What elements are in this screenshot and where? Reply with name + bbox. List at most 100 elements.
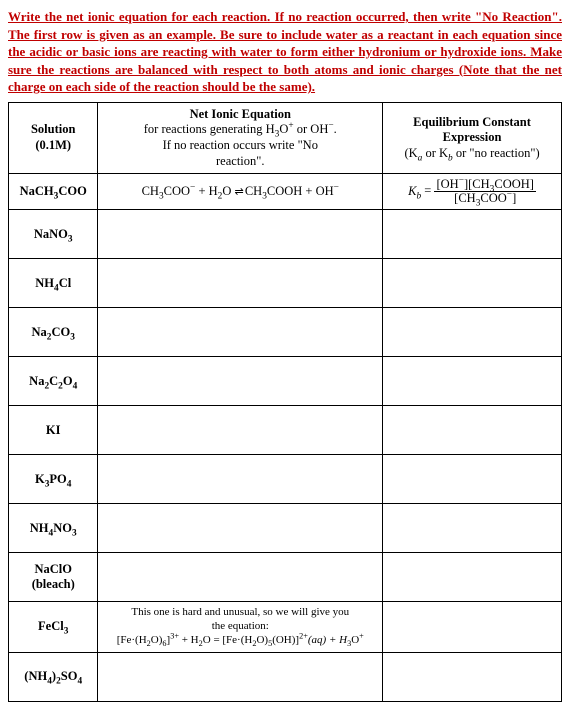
table-row: Na2C2O4: [9, 357, 562, 406]
cell-expression: [383, 652, 562, 701]
s: 4: [77, 676, 82, 686]
cell-solution: Na2CO3: [9, 308, 98, 357]
cell-equation: [98, 210, 383, 259]
t: O: [222, 184, 234, 198]
hdr-ex-l2: Expression: [443, 130, 502, 144]
t: COOH + OH: [267, 184, 334, 198]
t: NaCH: [20, 184, 54, 198]
cell-equation-example: CH3COO− + H2O ⇌ CH3COOH + OH−: [98, 174, 383, 210]
s: 4: [73, 381, 78, 391]
t: O = [Fe·(H: [203, 634, 253, 646]
cell-solution: (NH4)2SO4: [9, 652, 98, 701]
cell-expression: [383, 602, 562, 652]
header-equation: Net Ionic Equation for reactions generat…: [98, 102, 383, 174]
cell-solution: NH4Cl: [9, 259, 98, 308]
t: CH: [142, 184, 159, 198]
table-row: NH4Cl: [9, 259, 562, 308]
header-solution: Solution (0.1M): [9, 102, 98, 174]
cell-equation: [98, 553, 383, 602]
t: [OH: [436, 177, 458, 191]
table-row: K3PO4: [9, 455, 562, 504]
hdr-eq-l1: Net Ionic Equation: [190, 107, 291, 121]
s: 3: [64, 627, 69, 637]
t: (NH: [24, 669, 47, 683]
t: NaNO: [34, 227, 68, 241]
hdr-ex-l1: Equilibrium Constant: [413, 115, 531, 129]
instructions-text: Write the net ionic equation for each re…: [8, 8, 562, 96]
cell-expression: [383, 406, 562, 455]
cell-equation: [98, 308, 383, 357]
t: the equation:: [212, 620, 269, 632]
t: Na: [29, 374, 44, 388]
s: +: [359, 631, 364, 640]
cell-expression: [383, 504, 562, 553]
t: Na: [32, 325, 47, 339]
hdr-ex-l3a: (K: [404, 146, 417, 160]
t: NO: [53, 521, 72, 535]
t: O: [351, 634, 359, 646]
table-row: FeCl3 This one is hard and unusual, so w…: [9, 602, 562, 652]
cell-equation: [98, 406, 383, 455]
t: [Fe·(H: [117, 634, 147, 646]
cell-expression-example: Kb = [OH−][CH3COOH] [CH3COO−]: [383, 174, 562, 210]
fraction-den: [CH3COO−]: [434, 192, 535, 205]
hdr-ex-l3b: or K: [422, 146, 448, 160]
cell-solution: Na2C2O4: [9, 357, 98, 406]
t: (aq) + H: [308, 634, 347, 646]
cell-equation: [98, 652, 383, 701]
t: This one is hard and unusual, so we will…: [131, 606, 349, 618]
t: O): [151, 634, 163, 646]
t: C: [49, 374, 58, 388]
t: + H: [179, 634, 199, 646]
hdr-sol-l2: (0.1M): [35, 138, 71, 152]
t: Cl: [59, 276, 72, 290]
hdr-ex-l3c: or "no reaction"): [453, 146, 540, 160]
t: COOH]: [494, 177, 534, 191]
cell-solution: KI: [9, 406, 98, 455]
s: 3: [72, 528, 77, 538]
hdr-eq-l2b: O: [279, 122, 288, 136]
s: 3+: [170, 631, 179, 640]
t: FeCl: [38, 619, 64, 633]
t: O): [256, 634, 268, 646]
cell-expression: [383, 210, 562, 259]
s: 4: [67, 479, 72, 489]
cell-equation: [98, 455, 383, 504]
fraction: [OH−][CH3COOH] [CH3COO−]: [434, 178, 535, 205]
cell-expression: [383, 553, 562, 602]
t: ]: [512, 191, 516, 205]
hdr-eq-l2a: for reactions generating H: [144, 122, 275, 136]
table-row: (NH4)2SO4: [9, 652, 562, 701]
cell-expression: [383, 259, 562, 308]
cell-expression: [383, 357, 562, 406]
t: NH: [30, 521, 49, 535]
hdr-eq-l3: If no reaction occurs write "No: [163, 138, 318, 152]
t: (OH)]: [272, 634, 299, 646]
t: K: [35, 472, 45, 486]
t: CH: [242, 184, 263, 198]
cell-expression: [383, 455, 562, 504]
hdr-sol-l1: Solution: [31, 122, 75, 136]
reaction-table: Solution (0.1M) Net Ionic Equation for r…: [8, 102, 562, 702]
t: [CH: [454, 191, 476, 205]
t: COO: [480, 191, 506, 205]
t: + H: [195, 184, 217, 198]
t: CO: [51, 325, 70, 339]
t: =: [421, 184, 434, 198]
table-row-example: NaCH3COO CH3COO− + H2O ⇌ CH3COOH + OH− K…: [9, 174, 562, 210]
cell-solution: NaClO (bleach): [9, 553, 98, 602]
table-row: Na2CO3: [9, 308, 562, 357]
cell-solution-example: NaCH3COO: [9, 174, 98, 210]
t: PO: [49, 472, 66, 486]
table-row: NaNO3: [9, 210, 562, 259]
cell-solution: K3PO4: [9, 455, 98, 504]
t: COO: [58, 184, 86, 198]
t: NaClO: [34, 562, 72, 576]
s: 2+: [299, 631, 308, 640]
cell-equation: [98, 357, 383, 406]
t: SO: [61, 669, 78, 683]
cell-solution: NaNO3: [9, 210, 98, 259]
t: NH: [35, 276, 54, 290]
hdr-eq-l2c: or OH: [294, 122, 329, 136]
t: COO: [164, 184, 190, 198]
